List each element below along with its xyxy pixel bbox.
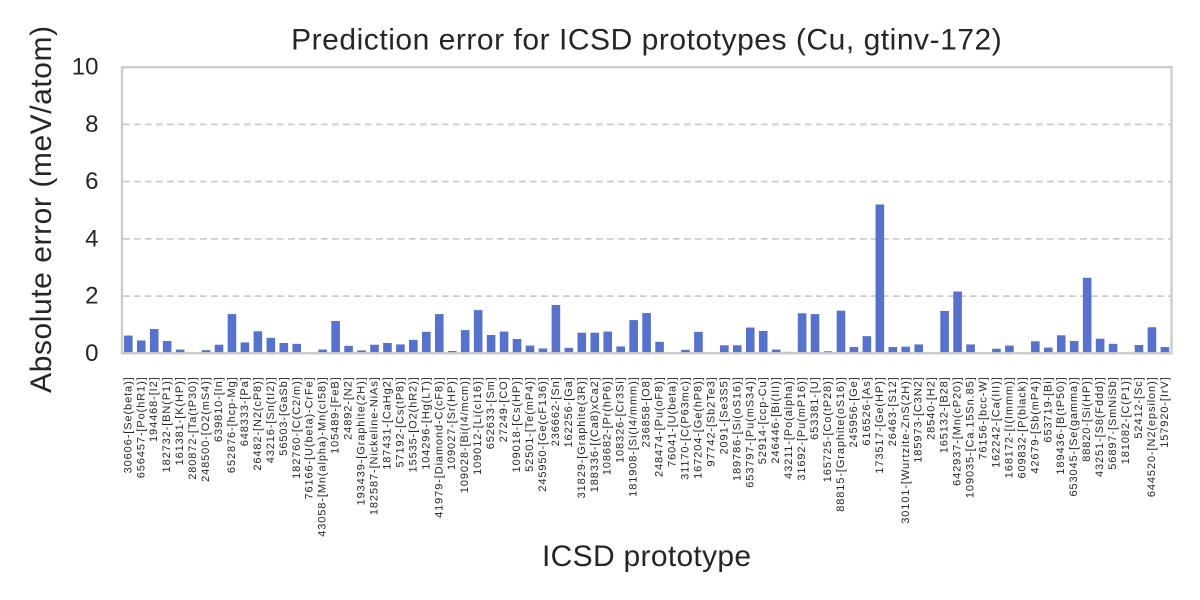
svg-text:652876-[hcp-Mg]: 652876-[hcp-Mg] <box>226 376 238 473</box>
svg-text:0: 0 <box>85 340 98 367</box>
svg-text:653045-[Se(gamma)]: 653045-[Se(gamma)] <box>1068 376 1080 496</box>
svg-text:8: 8 <box>85 111 98 138</box>
svg-text:76156-[bcc-W]: 76156-[bcc-W] <box>977 376 989 459</box>
svg-text:189436-[B(tP50)]: 189436-[B(tP50)] <box>1055 376 1067 474</box>
svg-text:41979-[Diamond-C(cF8)]: 41979-[Diamond-C(cF8)] <box>433 376 445 517</box>
svg-text:653797-[Pu(mS34)]: 653797-[Pu(mS34)] <box>744 376 756 487</box>
svg-text:88815-[Graphite(oS16)]: 88815-[Graphite(oS16)] <box>835 376 847 511</box>
svg-text:187431-[CaHg2]: 187431-[CaHg2] <box>381 376 393 469</box>
svg-text:109018-[Cs(HP)]: 109018-[Cs(HP)] <box>511 376 523 472</box>
svg-text:43211-[Po(alpha)]: 43211-[Po(alpha)] <box>783 376 795 479</box>
svg-text:616526-[As]: 616526-[As] <box>861 376 873 445</box>
svg-text:42679-[Sb(mP4)]: 42679-[Sb(mP4)] <box>1029 376 1041 473</box>
svg-text:88820-[Si(HP)]: 88820-[Si(HP)] <box>1081 376 1093 461</box>
svg-text:56897-[SmNiSb]: 56897-[SmNiSb] <box>1107 376 1119 469</box>
svg-text:173517-[Ge(HP)]: 173517-[Ge(HP)] <box>874 376 886 473</box>
svg-text:26463-[S12]: 26463-[S12] <box>887 376 899 446</box>
svg-text:185973-[C3N2]: 185973-[C3N2] <box>913 376 925 462</box>
svg-text:4: 4 <box>85 225 98 252</box>
svg-text:181908-[Si(I4/mmm)]: 181908-[Si(I4/mmm)] <box>628 376 640 496</box>
svg-text:97742-[Sb2Te3]: 97742-[Sb2Te3] <box>705 376 717 466</box>
svg-text:639810-[In]: 639810-[In] <box>213 376 225 442</box>
svg-text:28540-[H2]: 28540-[H2] <box>926 376 938 439</box>
svg-text:161381-[K(HP)]: 161381-[K(HP)] <box>174 376 186 465</box>
svg-text:76166-[U(beta)-CrFe]: 76166-[U(beta)-CrFe] <box>304 376 316 499</box>
svg-text:2: 2 <box>85 283 98 310</box>
svg-text:245950-[Ge(cF136)]: 245950-[Ge(cF136)] <box>537 376 549 491</box>
svg-text:189786-[Si(oS16)]: 189786-[Si(oS16)] <box>731 376 743 481</box>
svg-text:ICSD prototype: ICSD prototype <box>542 540 751 573</box>
svg-text:43251-[S8(Fddd)]: 43251-[S8(Fddd)] <box>1094 376 1106 477</box>
svg-text:108682-[Pr(hP6)]: 108682-[Pr(hP6)] <box>602 376 614 475</box>
svg-text:26482-[N2(cP8)]: 26482-[N2(cP8)] <box>252 376 264 470</box>
svg-text:653381-[U]: 653381-[U] <box>809 376 821 439</box>
svg-text:104296-[Hg(LT)]: 104296-[Hg(LT)] <box>420 376 432 469</box>
svg-text:236858-[O8]: 236858-[O8] <box>641 376 653 447</box>
svg-text:43058-[Mn(alpha)-Mn(cI58)]: 43058-[Mn(alpha)-Mn(cI58)] <box>317 376 329 536</box>
svg-text:194468-[I2]: 194468-[I2] <box>148 376 160 442</box>
svg-text:181082-[C(P1)]: 181082-[C(P1)] <box>1120 376 1132 464</box>
svg-text:246446-[Bi(III)]: 246446-[Bi(III)] <box>770 376 782 463</box>
svg-text:165725-[Co(tP28)]: 165725-[Co(tP28)] <box>822 376 834 482</box>
svg-text:105489-[FeB]: 105489-[FeB] <box>330 376 342 453</box>
svg-text:109027-[Sr(HP)]: 109027-[Sr(HP)] <box>446 376 458 470</box>
svg-text:162242-[Ca(III)]: 162242-[Ca(III)] <box>990 376 1002 467</box>
svg-text:193439-[Graphite(2H)]: 193439-[Graphite(2H)] <box>356 376 368 505</box>
svg-text:56503-[GaSb]: 56503-[GaSb] <box>278 376 290 455</box>
svg-text:236662-[Sn]: 236662-[Sn] <box>550 376 562 446</box>
svg-text:245956-[Ge]: 245956-[Ge] <box>848 376 860 447</box>
svg-text:109035-[Ca.15Sn.85]: 109035-[Ca.15Sn.85] <box>965 376 977 498</box>
svg-text:31692-[Pu(mP16)]: 31692-[Pu(mP16)] <box>796 376 808 480</box>
svg-text:188336-[(Ca8)xCa2]: 188336-[(Ca8)xCa2] <box>589 376 601 492</box>
svg-text:30606-[Se(beta)]: 30606-[Se(beta)] <box>122 376 134 473</box>
svg-text:52914-[ccp-Cu]: 52914-[ccp-Cu] <box>757 376 769 464</box>
svg-text:76041-[U(beta)]: 76041-[U(beta)] <box>667 376 679 467</box>
svg-text:652633-[Sm]: 652633-[Sm] <box>485 376 497 449</box>
svg-text:644520-[N2(epsilon)]: 644520-[N2(epsilon)] <box>1146 376 1158 497</box>
svg-text:109028-[Bi(I4/mcm)]: 109028-[Bi(I4/mcm)] <box>459 376 471 493</box>
svg-text:24892-[N2]: 24892-[N2] <box>343 376 355 439</box>
svg-text:248474-[Pu(oF8)]: 248474-[Pu(oF8)] <box>654 376 666 477</box>
svg-text:108326-[Cr3Si]: 108326-[Cr3Si] <box>615 376 627 463</box>
svg-text:52412-[Sc]: 52412-[Sc] <box>1133 376 1145 438</box>
svg-text:280872-[Ta(tP30)]: 280872-[Ta(tP30)] <box>187 376 199 479</box>
svg-text:10: 10 <box>72 54 99 81</box>
svg-text:157920-[IrV]: 157920-[IrV] <box>1159 376 1171 447</box>
svg-text:167204-[Ge(hP8)]: 167204-[Ge(hP8)] <box>692 376 704 478</box>
svg-text:109012-[Li(cI16)]: 109012-[Li(cI16)] <box>472 376 484 474</box>
svg-text:57192-[Cs(tP8)]: 57192-[Cs(tP8)] <box>394 376 406 467</box>
svg-text:6: 6 <box>85 168 98 195</box>
svg-text:656457-[Po(hR1)]: 656457-[Po(hR1)] <box>135 376 147 478</box>
svg-text:Prediction error for ICSD prot: Prediction error for ICSD prototypes (Cu… <box>291 24 1002 57</box>
svg-text:609832-[P(black)]: 609832-[P(black)] <box>1016 376 1028 478</box>
svg-text:31829-[Graphite(3R)]: 31829-[Graphite(3R)] <box>576 376 588 498</box>
svg-text:648333-[Pa]: 648333-[Pa] <box>239 376 251 446</box>
svg-text:162256-[Ga]: 162256-[Ga] <box>563 376 575 447</box>
svg-text:31170-[C(P63mc)]: 31170-[C(P63mc)] <box>679 376 691 479</box>
svg-text:15535-[O2(hR2)]: 15535-[O2(hR2)] <box>407 376 419 472</box>
svg-text:30101-[Wurtzite-ZnS(2H)]: 30101-[Wurtzite-ZnS(2H)] <box>900 376 912 523</box>
svg-text:642937-[Mn(cP20)]: 642937-[Mn(cP20)] <box>952 376 964 485</box>
svg-text:Absolute error (meV/atom): Absolute error (meV/atom) <box>25 25 58 392</box>
svg-text:248500-[O2(mS4)]: 248500-[O2(mS4)] <box>200 376 212 482</box>
svg-text:182760-[C(C2/m)]: 182760-[C(C2/m)] <box>291 376 303 478</box>
svg-text:2091-[Se3S5]: 2091-[Se3S5] <box>718 376 730 454</box>
svg-text:165132-[B28]: 165132-[B28] <box>939 376 951 453</box>
svg-text:43216-[Sn(tI2)]: 43216-[Sn(tI2)] <box>265 376 277 463</box>
svg-text:27249-[CO]: 27249-[CO] <box>498 376 510 442</box>
svg-text:52501-[Te(mP4)]: 52501-[Te(mP4)] <box>524 376 536 471</box>
svg-text:168172-[I(Immm)]: 168172-[I(Immm)] <box>1003 376 1015 478</box>
svg-text:182587-[Nickeline-NiAs]: 182587-[Nickeline-NiAs] <box>368 376 380 515</box>
svg-text:182732-[BN(P1)]: 182732-[BN(P1)] <box>161 376 173 472</box>
svg-text:653719-[Bi]: 653719-[Bi] <box>1042 376 1054 442</box>
